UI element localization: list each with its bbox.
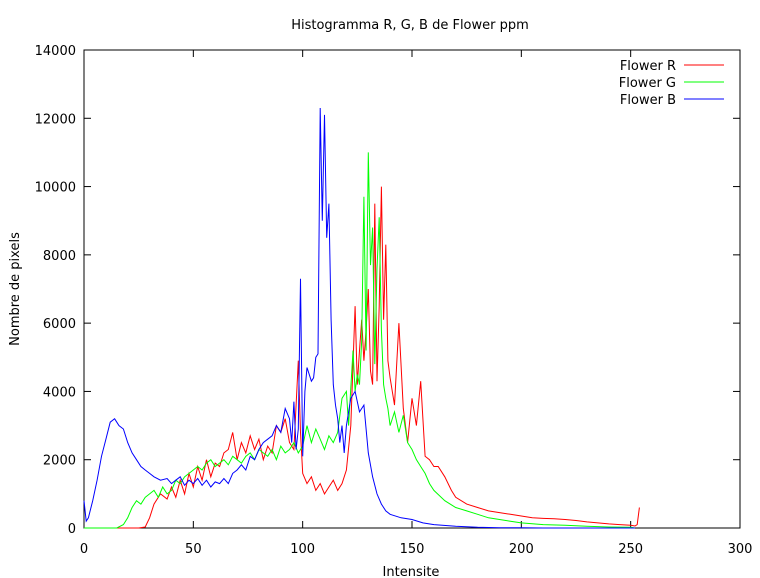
- chart-title: Histogramma R, G, B de Flower ppm: [291, 18, 529, 33]
- y-tick-label: 10000: [35, 181, 76, 196]
- x-axis: 0 50 100 150 200 250 300: [80, 50, 753, 557]
- y-axis: 0 2000 4000 6000 8000 10000 12000 14000: [35, 44, 740, 537]
- x-tick-label: 150: [400, 542, 425, 557]
- x-tick-label: 250: [618, 542, 643, 557]
- y-tick-label: 4000: [43, 385, 76, 400]
- legend: Flower R Flower G Flower B: [619, 59, 724, 108]
- legend-label: Flower R: [620, 59, 676, 74]
- y-tick-label: 6000: [43, 317, 76, 332]
- y-axis-label: Nombre de pixels: [8, 232, 23, 346]
- x-tick-label: 50: [185, 542, 202, 557]
- plot-frame: [83, 49, 741, 529]
- x-tick-label: 0: [80, 542, 88, 557]
- x-tick-label: 300: [728, 542, 753, 557]
- y-tick-label: 0: [68, 522, 76, 537]
- x-axis-label: Intensite: [383, 565, 440, 578]
- y-tick-label: 12000: [35, 112, 76, 127]
- series-lines: [83, 107, 640, 529]
- legend-label: Flower B: [620, 93, 676, 108]
- series-line-flower-b: [83, 107, 635, 529]
- x-tick-label: 100: [290, 542, 315, 557]
- y-tick-label: 8000: [43, 249, 76, 264]
- y-tick-label: 14000: [35, 44, 76, 59]
- x-tick-label: 200: [509, 542, 534, 557]
- series-line-flower-g: [84, 152, 636, 529]
- series-line-flower-r: [84, 186, 640, 529]
- y-tick-label: 2000: [43, 454, 76, 469]
- legend-label: Flower G: [619, 76, 676, 91]
